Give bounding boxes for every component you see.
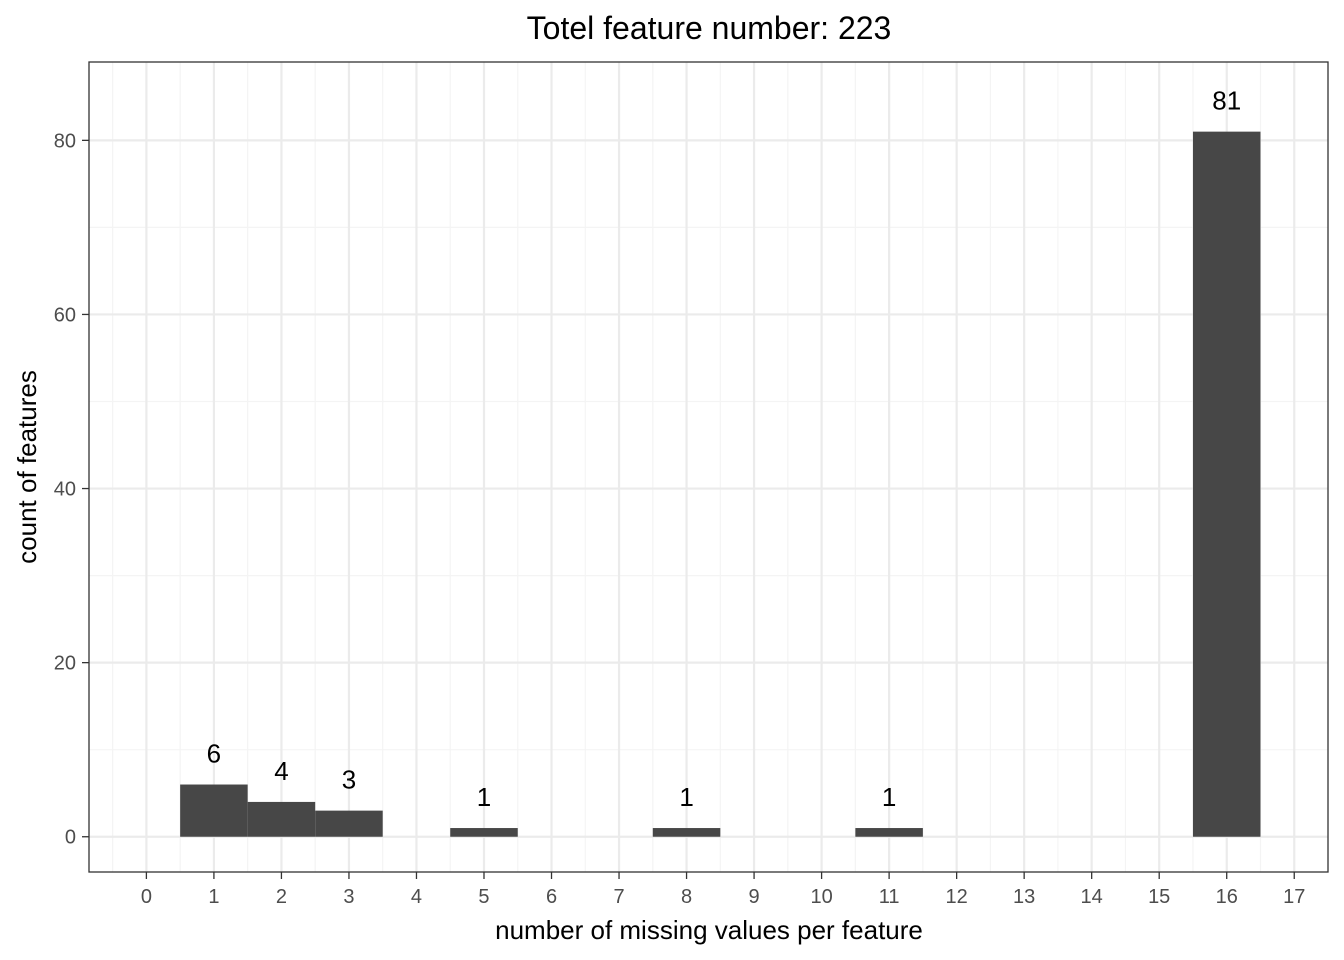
- x-tick-label: 16: [1216, 886, 1238, 908]
- bar: [315, 810, 383, 837]
- bar: [1192, 131, 1261, 837]
- x-tick-label: 4: [411, 886, 422, 908]
- bar-value-label: 3: [342, 765, 356, 795]
- x-axis-title: number of missing values per feature: [495, 915, 923, 945]
- bar-value-label: 1: [477, 782, 491, 812]
- x-tick-label: 17: [1283, 886, 1305, 908]
- panel-border: [88, 61, 1329, 873]
- x-tick-label: 0: [141, 886, 152, 908]
- y-axis-title: count of features: [12, 370, 42, 564]
- x-tick-label: 11: [879, 886, 900, 908]
- y-tick-label: 80: [54, 130, 76, 152]
- x-axis-ticks: 0 1 2 3 4 5 6 7 8 9 10 11 12 13 14 15 16 17: [141, 872, 1305, 908]
- bar-value-labels: 6 4 3 1 1 1 81: [207, 86, 1242, 812]
- bars: [180, 131, 1261, 837]
- x-tick-label: 9: [749, 886, 760, 908]
- x-tick-label: 1: [208, 886, 219, 908]
- bar-value-label: 4: [274, 756, 288, 786]
- bar: [652, 828, 721, 837]
- y-tick-label: 20: [54, 653, 76, 675]
- y-tick-label: 40: [54, 479, 76, 501]
- x-tick-label: 5: [478, 886, 489, 908]
- bar: [247, 801, 316, 837]
- bar: [855, 828, 923, 837]
- bar-value-label: 6: [207, 739, 221, 769]
- major-gridlines: [89, 62, 1328, 872]
- y-axis-ticks: 0 20 40 60 80: [54, 130, 89, 849]
- x-tick-label: 13: [1013, 886, 1035, 908]
- y-tick-label: 0: [65, 827, 76, 849]
- bar: [450, 828, 518, 837]
- x-tick-label: 6: [546, 886, 557, 908]
- x-tick-label: 2: [276, 886, 287, 908]
- bar-value-label: 1: [882, 782, 896, 812]
- y-tick-label: 60: [54, 304, 76, 326]
- x-tick-label: 8: [681, 886, 692, 908]
- bar: [180, 784, 248, 837]
- minor-gridlines: [89, 62, 1328, 872]
- x-tick-label: 3: [343, 886, 354, 908]
- chart-title: Totel feature number: 223: [527, 10, 892, 46]
- x-tick-label: 15: [1148, 886, 1170, 908]
- x-tick-label: 12: [946, 886, 968, 908]
- bar-value-label: 81: [1212, 86, 1241, 116]
- x-tick-label: 14: [1081, 886, 1103, 908]
- x-tick-label: 10: [810, 886, 832, 908]
- bar-value-label: 1: [679, 782, 693, 812]
- x-tick-label: 7: [613, 886, 624, 908]
